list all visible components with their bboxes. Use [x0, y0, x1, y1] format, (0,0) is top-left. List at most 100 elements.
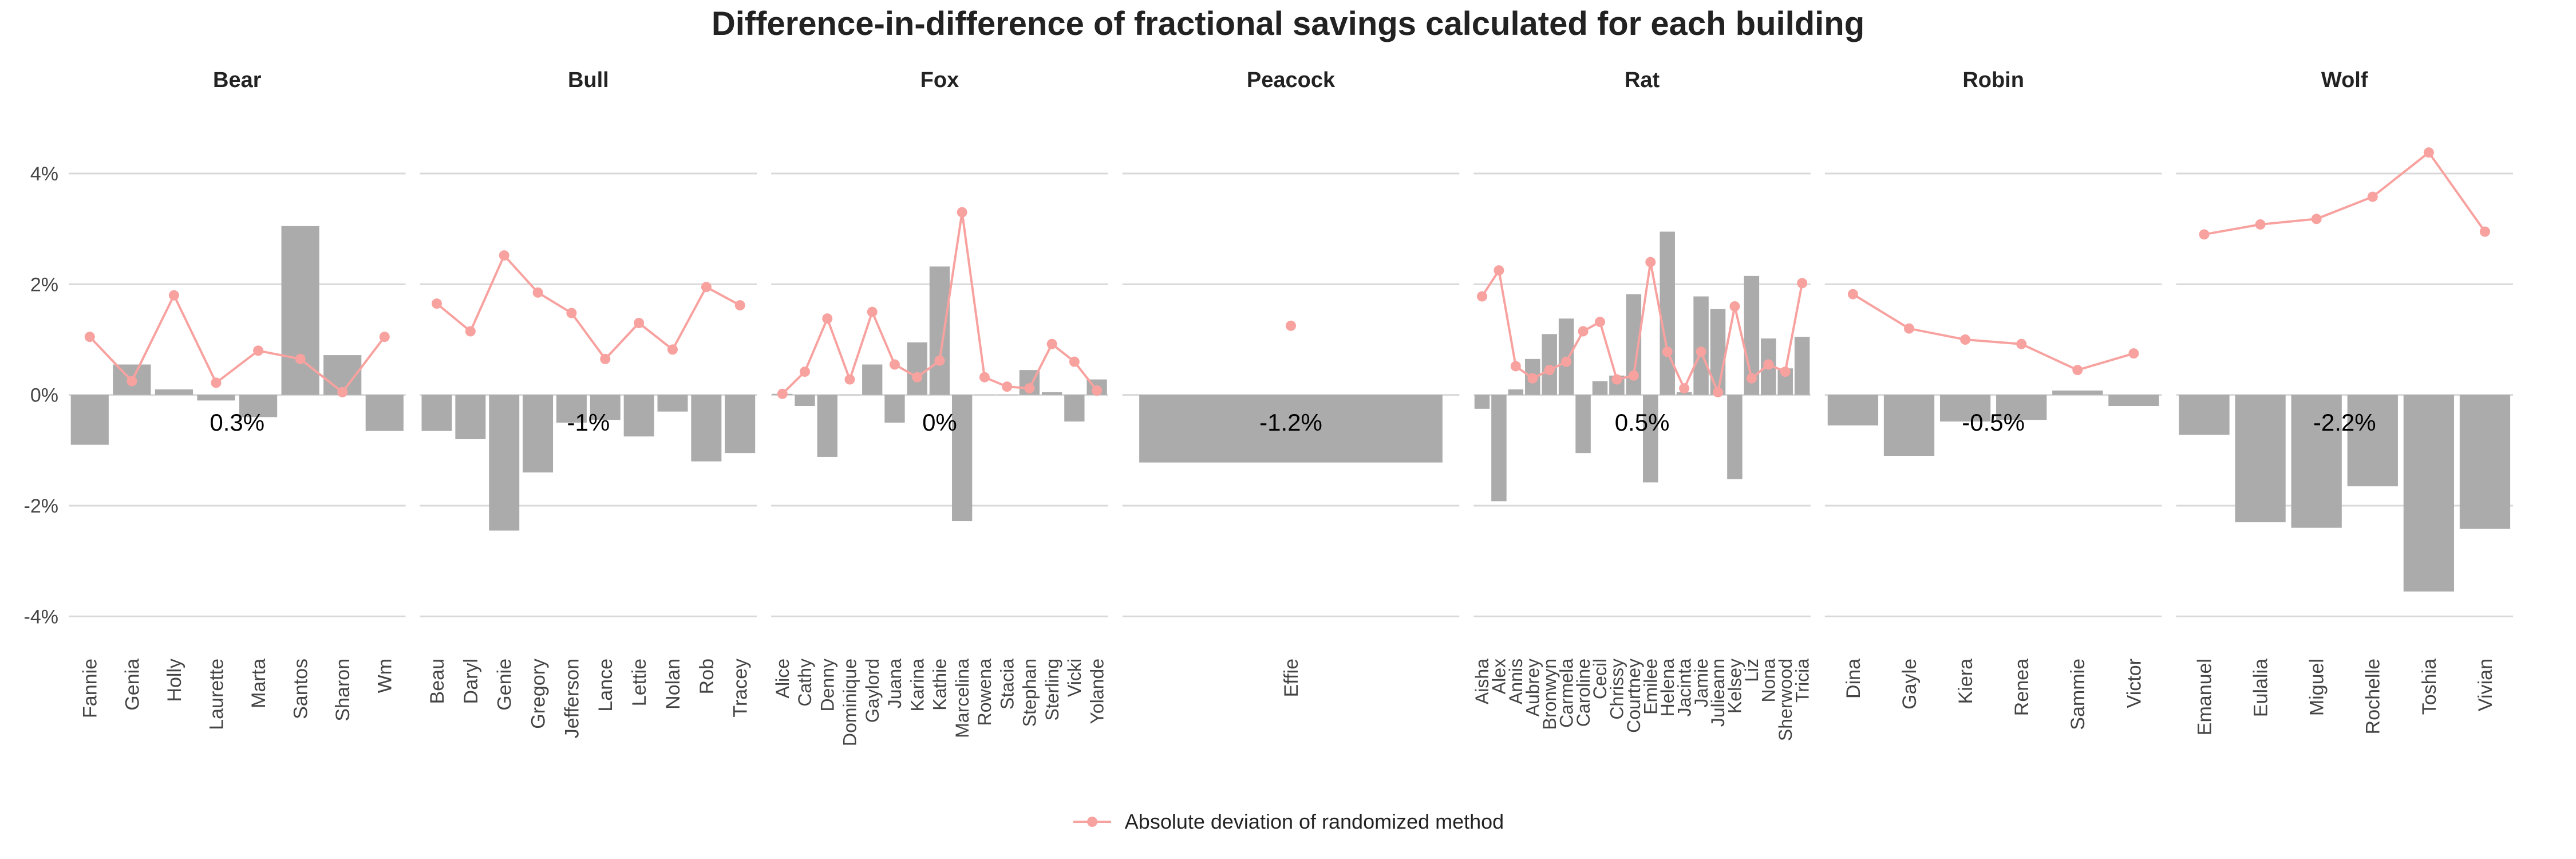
bar-vicki	[1064, 395, 1085, 422]
x-tick-label: Gregory	[527, 659, 549, 729]
bar-lettie	[623, 395, 654, 437]
x-tick-label: Stacia	[997, 659, 1017, 710]
deviation-point	[1763, 359, 1774, 370]
facet-title: Fox	[920, 68, 959, 92]
bar-dominique	[839, 395, 860, 396]
x-tick-label: Santos	[290, 659, 312, 719]
facet-panel-robin: Robin -0.5% Dina Gayle Kiera Renea Sammie Victo…	[1824, 68, 2162, 730]
bar-genie	[489, 395, 520, 531]
bar-renea	[1996, 395, 2047, 420]
y-tick-label: -2%	[24, 495, 58, 517]
x-tick-label: Vivian	[2475, 659, 2496, 711]
bar-toshia	[2403, 395, 2454, 592]
bar-marcelina	[952, 395, 973, 522]
x-tick-label: Stephan	[1020, 659, 1040, 727]
chart-title: Difference-in-difference of fractional s…	[711, 5, 1865, 42]
bar-kelsey	[1727, 395, 1743, 479]
deviation-point	[2479, 226, 2490, 237]
deviation-point	[1746, 373, 1757, 384]
deviation-line	[1852, 293, 2134, 372]
bar-caroline	[1575, 395, 1591, 454]
bar-miguel	[2291, 395, 2342, 528]
deviation-point	[1092, 385, 1103, 396]
deviation-point	[1645, 257, 1656, 267]
x-tick-label: Kelsey	[1725, 659, 1745, 714]
bar-aisha	[1474, 395, 1490, 409]
y-tick-label: 2%	[30, 274, 58, 295]
x-tick-label: Emilee	[1640, 659, 1661, 715]
facet-summary-label: -2.2%	[2313, 409, 2376, 436]
bar-stacia	[997, 395, 1017, 396]
bar-juana	[884, 395, 905, 423]
facet-panel-peacock: Peacock -1.2% Effie	[1122, 68, 1460, 697]
facet-summary-label: -0.5%	[1962, 409, 2025, 436]
x-tick-label: Cathy	[795, 659, 815, 707]
deviation-point	[822, 313, 833, 324]
facet-title: Bull	[568, 68, 609, 92]
x-tick-label: Cecil	[1590, 659, 1610, 699]
x-tick-label: Aisha	[1472, 659, 1492, 704]
x-tick-label: Karina	[907, 659, 927, 712]
deviation-point	[701, 282, 712, 293]
deviation-point	[1286, 320, 1296, 331]
deviation-point	[979, 372, 990, 383]
bar-eulalia	[2235, 395, 2286, 522]
bar-jamie	[1693, 296, 1709, 395]
legend-label: Absolute deviation of randomized method	[1124, 810, 1504, 833]
bar-sammie	[2052, 390, 2103, 395]
x-tick-label: Renea	[2011, 659, 2033, 716]
bar-jefferson	[556, 395, 587, 423]
deviation-point	[1797, 278, 1808, 289]
deviation-point	[1544, 365, 1555, 376]
x-tick-label: Marcelina	[952, 659, 973, 738]
x-tick-label: Holly	[164, 659, 185, 702]
x-tick-label: Miguel	[2306, 659, 2328, 716]
bar-cecil	[1592, 381, 1608, 395]
facet-title: Wolf	[2321, 68, 2368, 92]
facet-title: Bear	[213, 68, 262, 92]
facet-title: Rat	[1625, 68, 1660, 92]
facet-panel-rat: Rat 0.5% AishaAlexAnnisAubreyBronwynCarmel…	[1472, 68, 1812, 741]
deviation-point	[634, 318, 645, 328]
deviation-point	[499, 250, 509, 261]
bar-santos	[281, 226, 319, 395]
x-tick-label: Dina	[1843, 659, 1864, 699]
bar-laurette	[197, 395, 235, 401]
deviation-point	[1561, 356, 1572, 367]
facet-summary-label: 0%	[922, 409, 957, 436]
bar-emilee	[1643, 395, 1658, 483]
y-tick-label: 4%	[30, 163, 58, 185]
deviation-point	[1662, 346, 1673, 357]
bar-jacinta	[1676, 392, 1692, 395]
deviation-point	[2367, 191, 2378, 202]
y-tick-label: -4%	[24, 606, 58, 628]
deviation-point	[2423, 147, 2434, 158]
y-tick-label: 0%	[30, 385, 58, 407]
deviation-point	[600, 353, 611, 364]
x-tick-label: Courtney	[1623, 659, 1644, 733]
deviation-point	[1002, 381, 1013, 392]
bar-dina	[1827, 395, 1879, 425]
x-tick-label: Julieann	[1708, 659, 1728, 727]
bar-kiera	[1939, 395, 1991, 422]
x-tick-label: Jacinta	[1674, 659, 1694, 717]
bar-karina	[907, 342, 927, 395]
x-tick-label: Lettie	[629, 659, 650, 706]
x-tick-label: Caroline	[1573, 659, 1594, 727]
deviation-point	[957, 207, 967, 218]
x-tick-label: Sterling	[1042, 659, 1062, 721]
deviation-point	[667, 344, 678, 355]
bar-beau	[421, 395, 452, 431]
legend: Absolute deviation of randomized method	[0, 807, 2576, 836]
bar-denny	[817, 395, 837, 457]
deviation-point	[800, 367, 810, 377]
deviation-point	[1510, 361, 1521, 372]
deviation-point	[1024, 383, 1035, 394]
deviation-point	[1696, 346, 1706, 357]
facet-panel-wolf: Wolf -2.2% Emanuel Eulalia Miguel Rochelle Tos…	[2176, 68, 2513, 735]
deviation-point	[1904, 323, 1914, 334]
x-tick-label: Rowena	[974, 659, 995, 726]
x-tick-label: Sharon	[332, 659, 354, 722]
deviation-point	[1046, 338, 1057, 349]
